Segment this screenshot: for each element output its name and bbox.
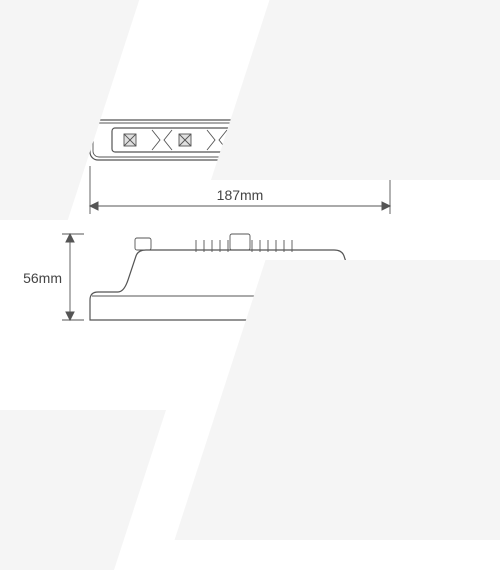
dim-side-total-label: 56mm: [23, 270, 62, 286]
dim-side-total-height: [62, 234, 84, 320]
dim-overall-width-label: 187mm: [217, 187, 264, 203]
diagram-stage: 24mm 187mm: [0, 0, 500, 500]
